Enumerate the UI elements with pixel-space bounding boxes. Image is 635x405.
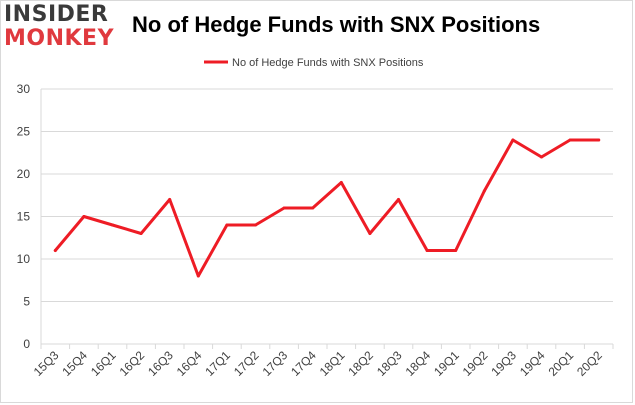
- data-point: [53, 249, 57, 252]
- x-tick-label: 19Q3: [488, 348, 519, 379]
- y-tick-label: 5: [23, 295, 30, 309]
- logo-line-2: MONKEY: [4, 26, 115, 51]
- logo-line-1: INSIDER: [4, 2, 109, 27]
- series-line: [53, 138, 601, 278]
- y-tick-label: 10: [17, 252, 31, 266]
- insider-monkey-logo: INSIDER MONKEY: [4, 2, 116, 54]
- data-point: [254, 223, 257, 227]
- x-tick-label: 18Q1: [317, 348, 348, 379]
- x-tick-label: 16Q1: [88, 348, 119, 379]
- y-tick-label: 30: [17, 82, 31, 96]
- x-tick-label: 18Q4: [403, 348, 434, 379]
- y-tick-label: 0: [23, 337, 30, 351]
- x-tick-label: 15Q4: [59, 348, 90, 379]
- x-tick-label: 17Q2: [231, 348, 262, 379]
- data-point: [196, 274, 200, 278]
- data-point: [225, 223, 229, 227]
- x-tick-label: 17Q3: [260, 348, 291, 379]
- x-tick-label: 16Q2: [117, 348, 148, 379]
- x-tick-label: 17Q1: [202, 348, 233, 379]
- x-tick-label: 16Q4: [174, 348, 205, 379]
- y-tick-label: 25: [17, 125, 31, 139]
- x-tick-label: 19Q4: [517, 348, 548, 379]
- data-point: [139, 232, 143, 235]
- data-point: [454, 249, 458, 252]
- data-point: [425, 249, 429, 252]
- data-point: [168, 198, 172, 201]
- x-tick-label: 20Q1: [546, 348, 577, 379]
- data-point: [282, 206, 286, 210]
- data-point: [540, 155, 543, 159]
- x-tick-label: 16Q3: [145, 348, 176, 379]
- data-point: [568, 138, 572, 142]
- x-tick-label: 17Q4: [288, 348, 319, 379]
- x-tick-label: 15Q3: [31, 348, 62, 379]
- x-tick-label: 18Q3: [374, 348, 405, 379]
- data-point: [82, 215, 86, 218]
- x-tick-label: 20Q2: [574, 348, 605, 379]
- y-tick-label: 15: [17, 210, 31, 224]
- chart-title: No of Hedge Funds with SNX Positions: [132, 12, 541, 37]
- data-point: [311, 206, 315, 210]
- data-point: [511, 138, 515, 142]
- data-point: [368, 232, 372, 235]
- data-point: [482, 189, 486, 193]
- data-point: [597, 138, 601, 142]
- x-tick-label: 19Q2: [460, 348, 491, 379]
- x-tick-label: 18Q2: [345, 348, 376, 379]
- data-point: [339, 181, 343, 184]
- legend-label: No of Hedge Funds with SNX Positions: [232, 57, 424, 69]
- data-point: [111, 223, 114, 227]
- x-tick-label: 19Q1: [431, 348, 462, 379]
- data-point: [397, 198, 400, 201]
- y-tick-label: 20: [17, 167, 31, 181]
